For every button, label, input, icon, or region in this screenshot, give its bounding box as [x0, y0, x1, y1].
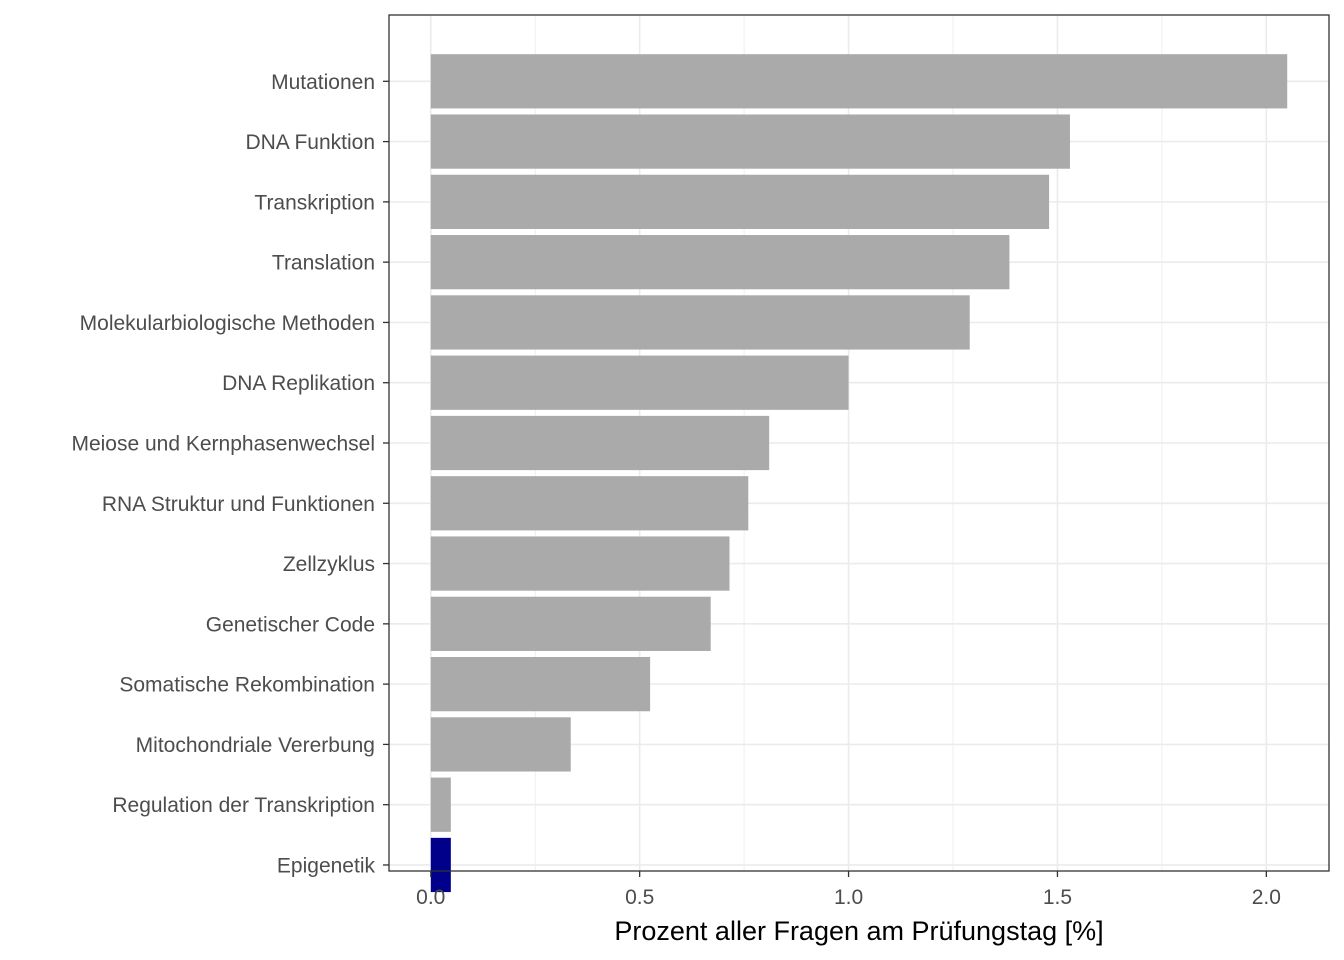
y-tick-label: DNA Replikation — [222, 372, 375, 395]
bar — [430, 415, 770, 471]
y-tick-label: Molekularbiologische Methoden — [80, 312, 375, 335]
bar — [430, 837, 451, 893]
bar — [430, 355, 849, 410]
bar — [430, 235, 1010, 290]
y-tick-label: DNA Funktion — [245, 131, 375, 154]
x-tick-label: 1.0 — [834, 886, 863, 909]
y-tick-label: Mitochondriale Vererbung — [136, 734, 375, 757]
y-tick-label: Regulation der Transkription — [112, 794, 375, 817]
x-axis-title: Prozent aller Fragen am Prüfungstag [%] — [614, 916, 1103, 946]
y-tick-label: RNA Struktur und Funktionen — [102, 493, 375, 516]
bar — [430, 777, 451, 832]
y-tick-label: Mutationen — [271, 71, 375, 94]
bar — [430, 657, 651, 712]
y-axis: Mutationen DNA Funktion Transkription Trans… — [71, 71, 389, 877]
bar — [430, 476, 749, 531]
y-tick-label: Translation — [272, 252, 375, 275]
x-tick-label: 2.0 — [1252, 886, 1281, 909]
bar — [430, 54, 1288, 109]
bars — [430, 54, 1288, 893]
x-axis: 0.0 0.5 1.0 1.5 2.0 — [416, 871, 1281, 909]
x-tick-label: 0.5 — [625, 886, 654, 909]
x-tick-label: 1.5 — [1043, 886, 1072, 909]
bar — [430, 174, 1050, 229]
x-tick-label: 0.0 — [416, 886, 445, 909]
bar — [430, 717, 571, 772]
bar — [430, 536, 730, 591]
y-tick-label: Meiose und Kernphasenwechsel — [71, 433, 375, 456]
y-tick-label: Genetischer Code — [206, 613, 375, 636]
bar — [430, 295, 970, 350]
y-tick-label: Epigenetik — [277, 854, 376, 877]
y-tick-label: Zellzyklus — [283, 553, 375, 576]
y-tick-label: Somatische Rekombination — [119, 674, 375, 697]
bar — [430, 114, 1070, 169]
y-tick-label: Transkription — [254, 191, 375, 214]
bar — [430, 596, 711, 651]
